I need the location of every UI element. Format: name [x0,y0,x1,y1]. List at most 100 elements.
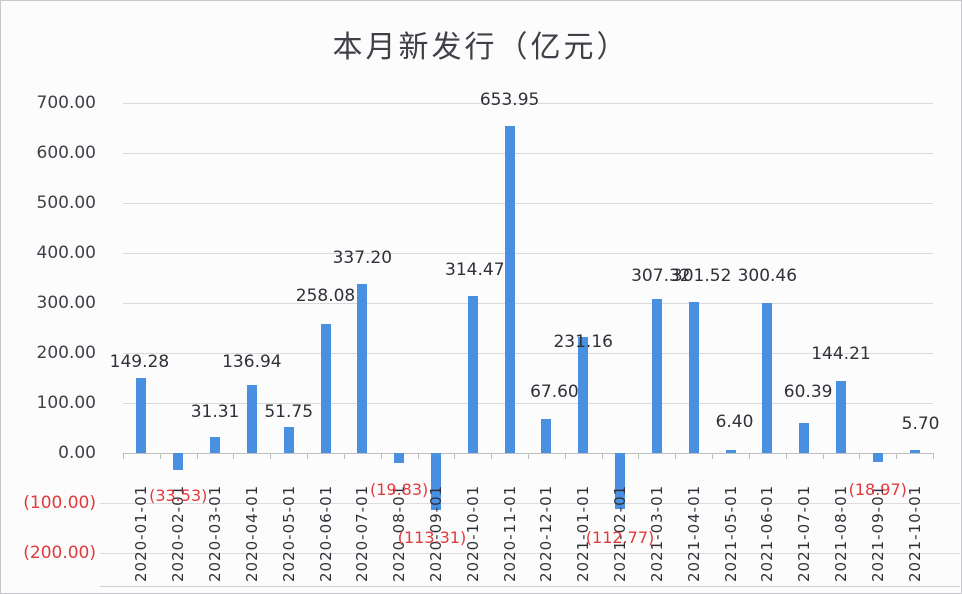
x-tick-label: 2021-07-01 [795,484,814,582]
x-tick-mark [564,453,566,459]
data-label: 6.40 [715,412,754,432]
bar [799,422,810,453]
x-tick-mark [859,453,861,459]
x-tick-label: 2021-02-01 [611,484,630,582]
gridline [100,553,960,554]
y-tick-label: 500.00 [36,193,96,213]
bar [725,449,736,453]
y-tick-label: 600.00 [36,143,96,163]
x-tick-label: 2021-05-01 [721,484,740,582]
x-tick-mark [417,453,419,459]
bar [210,437,221,453]
x-tick-mark [307,453,309,459]
x-tick-label: 2020-09-01 [426,484,445,582]
data-label: 300.46 [737,266,798,286]
y-tick-label: 100.00 [36,393,96,413]
x-tick-mark [675,453,677,459]
data-label: 337.20 [332,248,393,268]
x-tick-mark [380,453,382,459]
bar [467,295,478,453]
bar [136,378,147,453]
data-label: (18.97) [848,480,907,499]
bar [835,380,846,453]
x-tick-label: 2021-04-01 [684,484,703,582]
y-tick-label: (200.00) [23,543,96,563]
bar [688,302,699,453]
bar [762,302,773,453]
bar [357,284,368,453]
x-tick-mark [159,453,161,459]
x-tick-mark [896,453,898,459]
data-label: (19.83) [369,480,429,499]
x-tick-label: 2021-03-01 [647,484,666,582]
x-tick-mark [196,453,198,459]
chart-title: 本月新发行（亿元） [332,30,630,65]
y-tick-label: 700.00 [36,93,96,113]
bar [578,337,589,453]
data-label: 653.95 [479,90,540,110]
x-tick-mark [822,453,824,459]
gridline [100,503,960,504]
x-tick-mark [270,453,272,459]
gridline [123,353,933,354]
x-tick-label: 2020-02-01 [169,484,188,582]
gridline [100,586,960,587]
gridline [123,303,933,304]
x-tick-label: 2020-04-01 [242,484,261,582]
data-label: 314.47 [445,260,505,280]
x-tick-label: 2020-11-01 [500,484,519,582]
bar [541,419,552,453]
x-tick-mark [748,453,750,459]
y-tick-label: 300.00 [36,293,96,313]
bar [504,126,515,453]
gridline [123,203,933,204]
bar [872,453,883,463]
data-label: 231.16 [553,332,613,352]
data-label: 307.32 [631,266,691,286]
x-tick-mark [933,453,934,459]
x-tick-mark [528,453,529,459]
bar [173,453,184,470]
x-tick-label: 2020-10-01 [463,484,482,582]
data-label: (33.53) [149,486,208,505]
x-tick-mark [491,453,493,459]
y-tick-label: (100.00) [23,493,96,513]
gridline [123,153,933,154]
data-label: (112.77) [585,528,655,547]
gridline [123,103,933,104]
x-tick-mark [233,453,235,459]
gridline [123,253,933,254]
x-tick-mark [343,453,345,459]
x-tick-label: 2021-10-01 [905,484,924,582]
x-tick-label: 2020-03-01 [206,484,225,582]
y-tick-label: 400.00 [36,243,96,263]
y-tick-label: 0.00 [58,443,96,463]
x-tick-label: 2020-01-01 [132,484,151,582]
x-tick-mark [601,453,603,459]
x-tick-label: 2021-01-01 [574,484,593,582]
data-label: 67.60 [530,382,579,402]
data-label: 31.31 [190,402,240,422]
data-label: (113.31) [397,528,467,547]
gridline [123,403,933,404]
x-tick-mark [454,453,456,459]
x-tick-label: 2020-06-01 [316,484,335,582]
data-label: 301.52 [671,266,732,286]
bar [615,453,626,510]
data-label: 136.94 [222,352,282,372]
x-tick-mark [123,453,124,459]
bar [246,384,257,453]
x-tick-mark [712,453,714,459]
bar [651,299,662,453]
x-tick-label: 2021-06-01 [758,484,777,582]
bar [909,450,920,453]
bar [320,323,331,453]
data-label: 51.75 [264,402,314,422]
data-label: 149.28 [109,352,170,372]
data-label: 5.70 [901,414,940,434]
data-label: 60.39 [783,382,833,402]
bar [283,427,294,453]
y-tick-label: 200.00 [36,343,96,363]
x-tick-mark [785,453,787,459]
